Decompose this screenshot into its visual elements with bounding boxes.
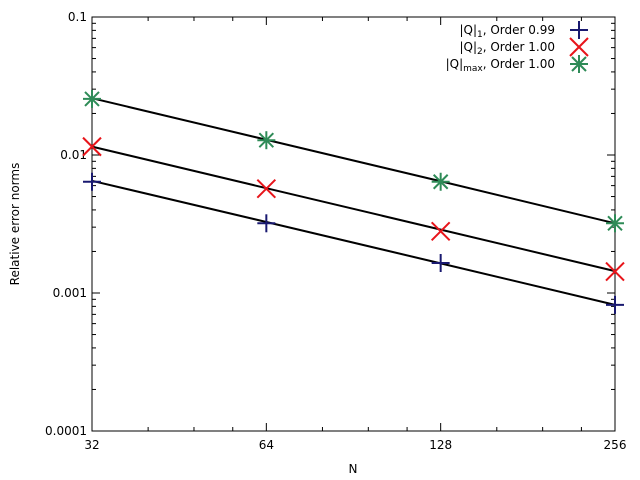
legend-marker (569, 37, 589, 57)
y-axis-title: Relative error norms (8, 163, 22, 286)
legend-label: |Q|max, Order 1.00 (446, 57, 555, 74)
x-tick-label: 64 (259, 438, 274, 452)
data-point-marker (605, 261, 625, 282)
data-point-marker (431, 253, 450, 272)
data-point-marker (83, 172, 101, 191)
data-point-marker (256, 178, 277, 199)
data-point-marker (606, 214, 624, 233)
data-point-marker (257, 131, 276, 150)
legend-marker (570, 55, 588, 73)
fit-line (91, 145, 616, 273)
data-point-marker (257, 214, 276, 233)
y-tick-label: 0.0001 (45, 424, 87, 438)
x-tick-label: 32 (84, 438, 99, 452)
data-point-marker (606, 295, 624, 314)
y-tick-label: 0.01 (60, 148, 87, 162)
data-point-marker (82, 136, 102, 157)
data-point-marker (83, 89, 101, 108)
legend-label: |Q|2, Order 1.00 (459, 40, 555, 57)
x-axis-title: N (349, 462, 358, 476)
fit-lines (91, 97, 616, 306)
legend-label: |Q|1, Order 0.99 (459, 23, 555, 40)
x-tick-label: 128 (429, 438, 452, 452)
plot-frame (91, 16, 616, 432)
y-tick-label: 0.1 (68, 10, 87, 24)
data-point-marker (430, 221, 451, 241)
y-tick-label: 0.001 (53, 286, 87, 300)
fit-line (91, 179, 616, 306)
legend: |Q|1, Order 0.99|Q|2, Order 1.00|Q|max, … (446, 21, 589, 74)
legend-marker (570, 21, 588, 39)
fit-line (91, 97, 616, 225)
data-markers (82, 89, 625, 314)
x-tick-label: 256 (604, 438, 627, 452)
axis-ticks: 0.0001 0.001 0.01 0.1 32 64 128 256 (45, 10, 626, 452)
data-point-marker (431, 172, 450, 191)
